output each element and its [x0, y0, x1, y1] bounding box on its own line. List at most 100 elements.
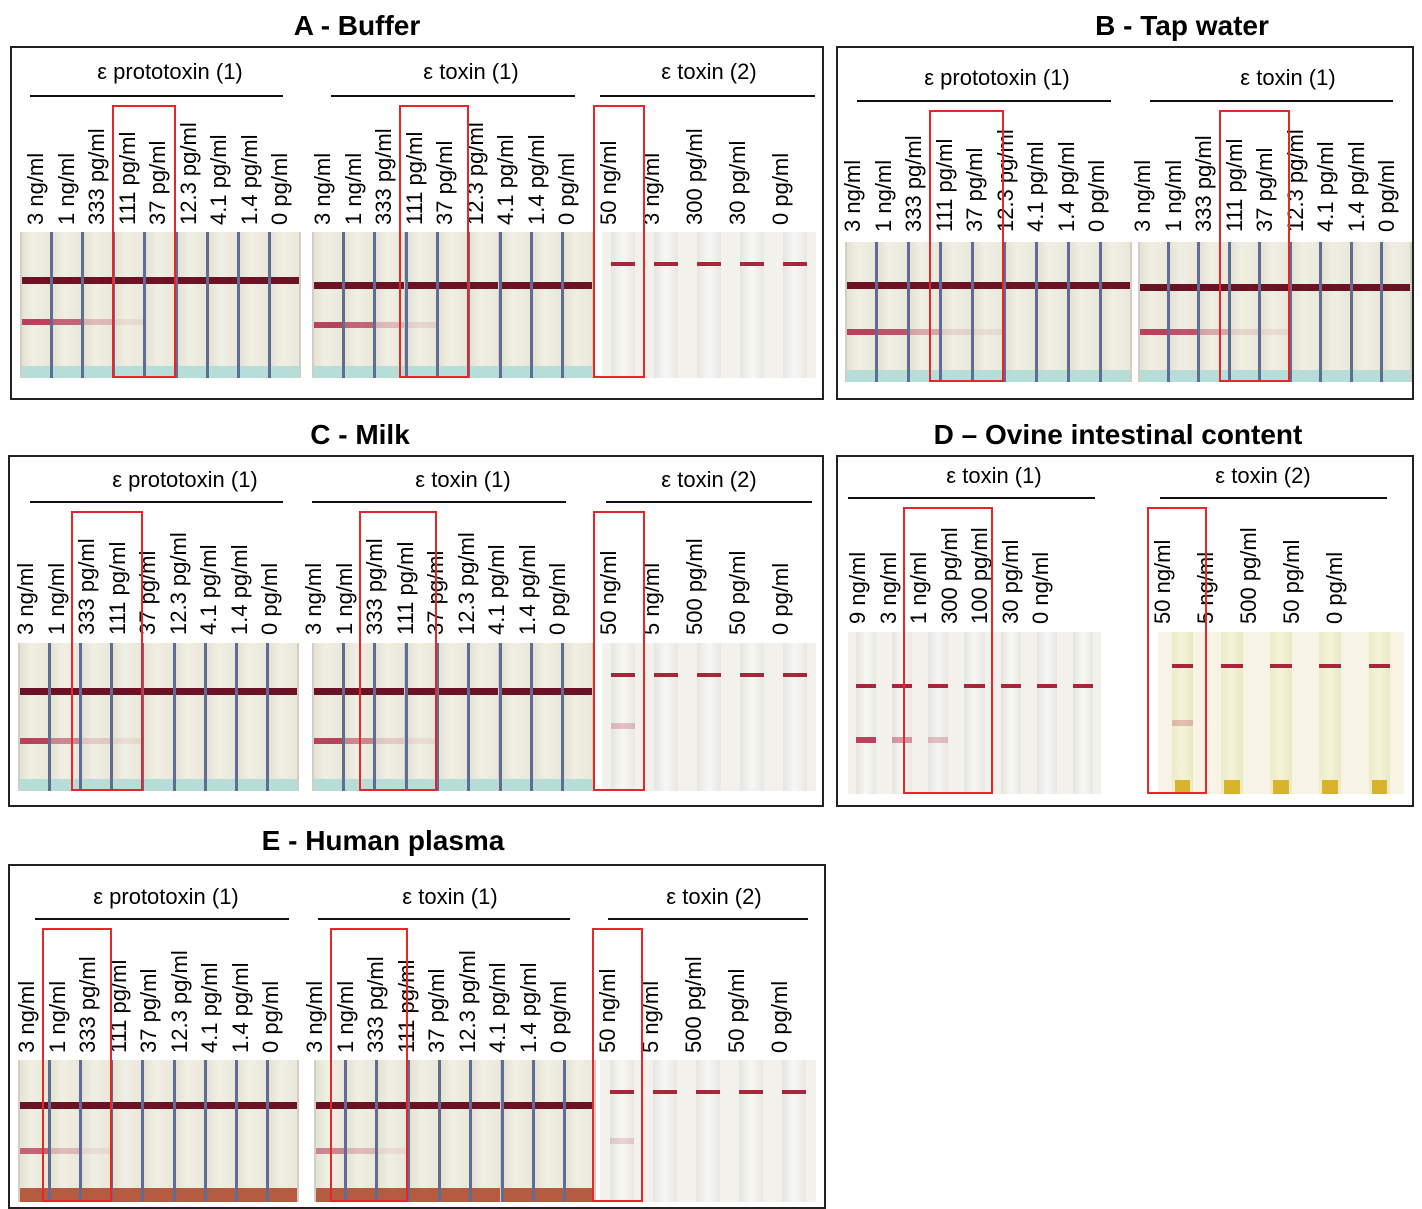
strip-separator: [875, 242, 879, 382]
control-line: [532, 688, 562, 695]
sample-pad: [1261, 370, 1289, 382]
sample-pad: [344, 779, 374, 791]
sample-pad: [1352, 370, 1381, 382]
test-line: [21, 319, 50, 325]
test-line: [81, 1148, 111, 1154]
strip-separator: [235, 1060, 239, 1202]
strip-separator: [500, 1060, 504, 1202]
strip-separator: [1319, 242, 1323, 382]
control-line: [470, 688, 499, 695]
test-strip: [376, 643, 405, 791]
sample-pad: [1169, 370, 1198, 382]
group-underline: [1160, 497, 1387, 499]
group-header: ε toxin (1): [1240, 65, 1336, 90]
sample-pad: [1383, 370, 1411, 382]
sample-pad: [503, 1188, 532, 1202]
test-strip: [407, 643, 436, 791]
test-strip: [21, 232, 50, 378]
strip-separator: [174, 232, 178, 378]
strip-separator: [1258, 242, 1262, 382]
control-line: [697, 673, 721, 677]
sample-pad: [1273, 780, 1289, 794]
group-underline: [30, 501, 283, 503]
strip-separator: [341, 232, 345, 378]
control-line: [501, 688, 530, 695]
concentration-label-text: 1 ng/ml: [870, 159, 896, 232]
strip-separator: [266, 1060, 270, 1202]
concentration-label-text: 0 pg/ml: [1374, 159, 1399, 232]
control-line: [611, 673, 636, 677]
test-strip: [81, 1060, 111, 1202]
test-strip: [1322, 242, 1350, 382]
test-strip: [115, 232, 144, 378]
test-strip: [695, 1060, 721, 1202]
test-strip-photo: [18, 643, 299, 791]
sample-pad: [1371, 780, 1388, 794]
concentration-label-text: 0 pg/ml: [554, 152, 579, 225]
sample-pad: [81, 779, 111, 791]
strip-separator: [373, 643, 377, 791]
strip-separator: [1034, 242, 1038, 382]
test-line: [19, 1148, 48, 1154]
control-line: [238, 688, 267, 695]
control-line: [83, 277, 113, 284]
control-line: [175, 688, 204, 695]
group-header: ε toxin (1): [423, 59, 519, 84]
control-line: [378, 1102, 407, 1109]
strip-separator: [1380, 242, 1384, 382]
sample-pad: [878, 370, 908, 382]
highlight-box: [41, 928, 112, 1202]
sample-pad: [238, 1188, 267, 1202]
strip-separator: [498, 232, 502, 378]
sample-pad: [269, 1188, 298, 1202]
control-line: [271, 277, 300, 284]
concentration-label-text: 4.1 pg/ml: [485, 962, 510, 1054]
test-strip: [697, 643, 721, 791]
control-line: [503, 1102, 532, 1109]
panel-title: B - Tap water: [1095, 10, 1269, 41]
test-strip: [910, 242, 940, 382]
test-line: [19, 738, 48, 744]
concentration-label-text: 50 pg/ml: [724, 968, 749, 1053]
test-strip: [344, 232, 374, 378]
test-line: [83, 319, 113, 325]
concentration-label-text: 1.4 pg/ml: [523, 134, 549, 226]
test-strip: [964, 632, 985, 794]
control-line: [407, 282, 436, 289]
strip-separator: [235, 643, 239, 791]
concentration-label-text: 500 pg/ml: [681, 956, 706, 1053]
test-strip: [1319, 632, 1342, 794]
sample-pad: [83, 366, 113, 378]
sample-pad: [1174, 780, 1191, 794]
strip-separator: [406, 1060, 410, 1202]
test-strip: [942, 242, 972, 382]
test-strip: [782, 1060, 807, 1202]
strip-separator: [375, 1060, 379, 1202]
control-line: [115, 277, 144, 284]
sample-pad: [1037, 370, 1067, 382]
control-line: [376, 282, 405, 289]
strip-separator: [1066, 242, 1070, 382]
test-strip: [175, 1060, 204, 1202]
test-strip: [1220, 632, 1243, 794]
test-strip: [782, 232, 807, 378]
sample-pad: [566, 1188, 595, 1202]
sample-pad: [564, 779, 593, 791]
strip-separator: [467, 232, 471, 378]
control-line: [1291, 284, 1320, 291]
sample-pad: [344, 366, 374, 378]
highlight-box: [1147, 507, 1208, 794]
test-strip-photo: [845, 242, 1132, 382]
group-header: ε toxin (1): [946, 463, 1042, 488]
concentration-label-text: 1.4 pg/ml: [1053, 141, 1079, 233]
test-strip: [501, 643, 530, 791]
test-strip: [472, 1060, 501, 1202]
concentration-label-text: 0 pg/ml: [768, 562, 793, 635]
control-line: [177, 277, 206, 284]
highlight-box: [928, 110, 1005, 382]
concentration-label-text: 1 ng/ml: [53, 152, 79, 225]
control-line: [113, 688, 142, 695]
strip-separator: [404, 232, 408, 378]
control-line: [739, 673, 764, 677]
strip-separator: [939, 242, 943, 382]
